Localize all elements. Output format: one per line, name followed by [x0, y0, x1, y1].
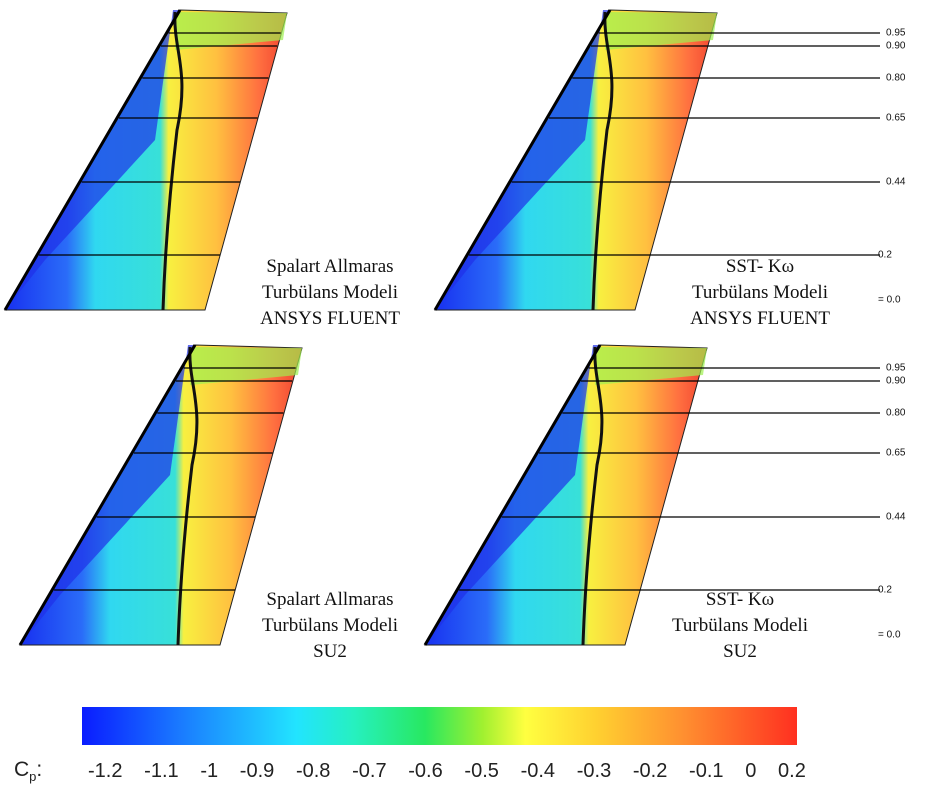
colorbar-tick-label: -0.8	[295, 760, 331, 782]
colorbar	[82, 707, 797, 745]
leading-edge	[433, 9, 612, 311]
span-label: 0.44	[886, 512, 906, 523]
colorbar-tick-label: -0.5	[464, 760, 499, 782]
panel-caption: SU2	[313, 641, 347, 662]
panel-caption: Turbülans Modeli	[672, 615, 808, 636]
colorbar-tick-label: -0.9	[239, 760, 275, 782]
panel-caption: Turbülans Modeli	[262, 282, 398, 303]
panel-caption: Spalart Allmaras	[266, 589, 393, 610]
leading-edge	[3, 9, 182, 311]
wing	[19, 344, 303, 646]
panel-caption: Turbülans Modeli	[692, 282, 828, 303]
tip-region	[190, 347, 302, 385]
tip-region	[605, 12, 717, 50]
tip-region	[175, 12, 287, 50]
wing-panel	[423, 344, 880, 646]
span-label: 0.90	[886, 41, 906, 52]
wing	[434, 9, 718, 311]
span-label: 0.90	[886, 376, 906, 387]
panel-caption: ANSYS FLUENT	[260, 308, 400, 329]
span-label: 0.95	[886, 28, 906, 39]
tip-region	[595, 347, 707, 385]
colorbar-tick-label: 0.2	[778, 760, 806, 782]
panel-caption: Spalart Allmaras	[266, 256, 393, 277]
colorbar-tick-label: -1.2	[88, 760, 123, 782]
span-label: 0.65	[886, 448, 906, 459]
colorbar-tick-label: -0.7	[352, 760, 387, 782]
wing-panel	[18, 344, 303, 646]
leading-edge	[423, 344, 602, 646]
colorbar-tick-label: -1.1	[144, 760, 179, 782]
panel-caption: SST- Kω	[706, 589, 774, 610]
colorbar-tick-label: -0.4	[520, 760, 556, 782]
leading-edge	[18, 344, 197, 646]
colorbar-label: Cp:	[14, 758, 43, 785]
colorbar-ticks: -1.2 -1.1 -1 -0.9 -0.8 -0.7 -0.6 -0.5 -0.4 -0.3 -0…	[88, 760, 806, 783]
colorbar-tick-label: -0.2	[632, 760, 668, 782]
contour-figure: Spalart Allmaras Turbülans Modeli ANSYS FL…	[3, 9, 906, 662]
span-label: 0.2	[878, 250, 892, 261]
span-label: 0.80	[886, 408, 906, 419]
wing-panel	[3, 9, 288, 311]
span-label: 0.95	[886, 363, 906, 374]
wing	[424, 344, 708, 646]
panel-caption: Turbülans Modeli	[262, 615, 398, 636]
colorbar-tick-label: 0	[745, 760, 757, 782]
colorbar-tick-label: -0.3	[576, 760, 612, 782]
span-label: 0.2	[878, 585, 892, 596]
panel-caption: SST- Kω	[726, 256, 794, 277]
colorbar-tick-label: -1	[200, 760, 219, 782]
colorbar-tick-label: -0.6	[408, 760, 443, 782]
span-label: 0.65	[886, 113, 906, 124]
span-label: 0.80	[886, 73, 906, 84]
colorbar-tick-label: -0.1	[689, 760, 724, 782]
span-label: = 0.0	[878, 630, 901, 641]
wing-panel	[433, 9, 880, 311]
panel-caption: SU2	[723, 641, 757, 662]
span-label: = 0.0	[878, 295, 901, 306]
wing	[4, 9, 288, 311]
span-label: 0.44	[886, 177, 906, 188]
panel-caption: ANSYS FLUENT	[690, 308, 830, 329]
